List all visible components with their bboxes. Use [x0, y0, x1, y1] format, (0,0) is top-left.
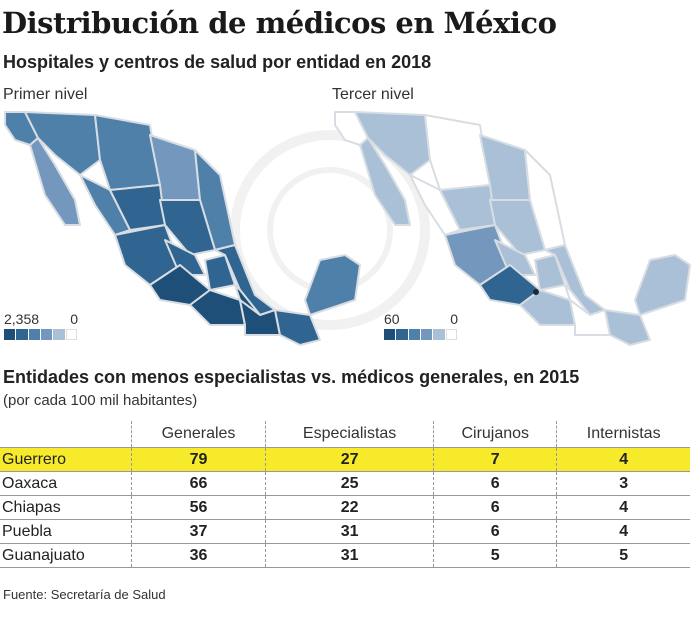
map-title-tercer-nivel: Tercer nivel — [332, 86, 414, 103]
map-region — [604, 309, 651, 346]
legend-min: 0 — [450, 311, 458, 327]
legend-swatch — [65, 329, 77, 340]
source-note: Fuente: Secretaría de Salud — [3, 587, 166, 602]
legend-swatch — [28, 329, 40, 340]
page-subtitle: Hospitales y centros de salud por entida… — [3, 52, 432, 72]
table-cell: 25 — [265, 471, 434, 496]
column-header — [0, 421, 132, 448]
map-region — [494, 239, 536, 276]
table-cell: 27 — [265, 447, 434, 472]
table-subtitle: (por cada 100 mil habitantes) — [3, 392, 198, 409]
legend-max: 2,358 — [4, 311, 40, 327]
legend-swatch — [4, 329, 16, 340]
table-cell: 66 — [130, 471, 266, 496]
state-name: Guanajuato — [0, 543, 132, 568]
table-cell: 7 — [433, 447, 557, 472]
table-cell: 79 — [130, 447, 266, 472]
legend-swatch — [420, 329, 433, 340]
legend-swatch — [445, 329, 457, 340]
map-tercer-nivel — [334, 111, 691, 346]
table-cell: 4 — [556, 495, 690, 520]
table-cell: 56 — [130, 495, 266, 520]
map-region — [359, 137, 411, 226]
map-region — [159, 199, 216, 256]
table-row: Guerrero 79 27 7 4 — [0, 447, 690, 472]
capital-marker — [533, 289, 539, 295]
column-header: Cirujanos — [433, 421, 557, 448]
table-row: Oaxaca 66 25 6 3 — [0, 471, 690, 496]
table-cell: 4 — [556, 519, 690, 544]
table-cell: 31 — [265, 543, 434, 568]
legend-primer-nivel: 2,358 0 — [4, 311, 78, 340]
legend-swatch — [16, 329, 28, 340]
map-region — [274, 309, 321, 346]
table-row: Guanajuato 36 31 5 5 — [0, 543, 690, 568]
table-row: Chiapas 56 22 6 4 — [0, 495, 690, 520]
table-cell: 3 — [556, 471, 690, 496]
map-region — [304, 254, 361, 316]
legend-min: 0 — [70, 311, 78, 327]
state-name: Chiapas — [0, 495, 132, 520]
table-row: Puebla 37 31 6 4 — [0, 519, 690, 544]
table-cell: 22 — [265, 495, 434, 520]
map-region — [634, 254, 691, 316]
maps — [4, 111, 691, 346]
table-cell: 31 — [265, 519, 434, 544]
legend-swatch — [396, 329, 408, 340]
legend-swatch — [53, 329, 65, 340]
map-region — [164, 239, 206, 276]
legend-max: 60 — [384, 311, 400, 327]
state-name: Puebla — [0, 519, 132, 544]
legend-swatch — [433, 329, 445, 340]
state-name: Guerrero — [0, 447, 132, 472]
table-cell: 5 — [433, 543, 557, 568]
map-region — [424, 114, 491, 191]
page-title: Distribución de médicos en México — [2, 6, 557, 40]
legend-swatch — [408, 329, 420, 340]
table-cell: 4 — [556, 447, 690, 472]
state-name: Oaxaca — [0, 471, 132, 496]
legend-tercer-nivel: 60 0 — [384, 311, 458, 340]
table-cell: 36 — [130, 543, 266, 568]
map-region — [489, 199, 546, 256]
table-title: Entidades con menos especialistas vs. mé… — [3, 367, 580, 387]
table-cell: 6 — [433, 471, 557, 496]
map-primer-nivel — [4, 111, 361, 346]
map-region — [29, 137, 81, 226]
specialists-table: Generales Especialistas Cirujanos Internist… — [0, 421, 690, 568]
table-cell: 5 — [556, 543, 690, 568]
column-header: Generales — [130, 421, 266, 448]
table-cell: 6 — [433, 495, 557, 520]
legend-swatch — [40, 329, 53, 340]
table-cell: 6 — [433, 519, 557, 544]
map-region — [94, 114, 161, 191]
column-header: Especialistas — [265, 421, 434, 448]
column-header: Internistas — [556, 421, 690, 448]
legend-swatch — [384, 329, 396, 340]
table-cell: 37 — [130, 519, 266, 544]
map-title-primer-nivel: Primer nivel — [3, 86, 88, 103]
